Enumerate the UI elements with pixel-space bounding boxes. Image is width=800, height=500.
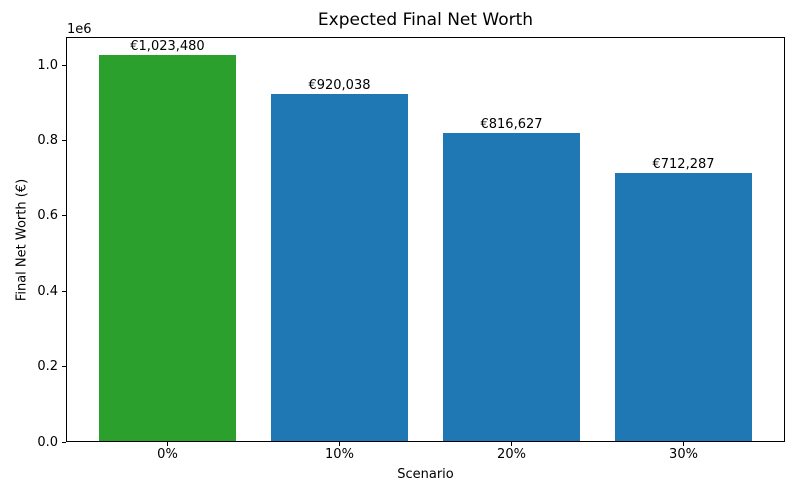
y-tick-label: 0.4 [37, 283, 58, 299]
bar-value-label: €920,038 [308, 78, 371, 94]
x-tick-label-30%: 30% [669, 447, 698, 462]
y-tick-mark [62, 441, 66, 443]
bar-value-label: €712,287 [652, 156, 715, 172]
y-tick-mark [62, 64, 66, 66]
y-tick-label: 0.8 [37, 133, 58, 148]
y-tick-label: 0.6 [37, 208, 58, 224]
x-tick-label-10%: 10% [325, 447, 354, 462]
y-axis-offset-text: 1e6 [67, 22, 92, 37]
y-tick-mark [62, 215, 66, 217]
x-axis-label: Scenario [397, 467, 454, 482]
bar-value-label: €1,023,480 [130, 39, 205, 55]
y-tick-label: 0.2 [37, 359, 58, 375]
x-tick-label-20%: 20% [497, 447, 526, 462]
y-tick-label: 0.0 [37, 434, 58, 450]
y-tick-mark [62, 140, 66, 141]
x-tick-mark [683, 442, 684, 446]
y-tick-mark [62, 366, 66, 368]
x-tick-label-0%: 0% [157, 447, 178, 462]
chart-title: Expected Final Net Worth [317, 10, 534, 30]
y-tick-mark [62, 290, 66, 292]
x-tick-mark [511, 442, 512, 446]
bar-0% [98, 55, 237, 441]
bar-value-label: €816,627 [480, 117, 543, 133]
bar-20% [442, 133, 581, 441]
plot-area [66, 37, 785, 442]
x-tick-mark [338, 442, 340, 446]
x-tick-mark [166, 442, 168, 446]
bar-10% [270, 94, 409, 441]
y-tick-label: 1.0 [37, 57, 58, 73]
bar-30% [614, 172, 753, 441]
